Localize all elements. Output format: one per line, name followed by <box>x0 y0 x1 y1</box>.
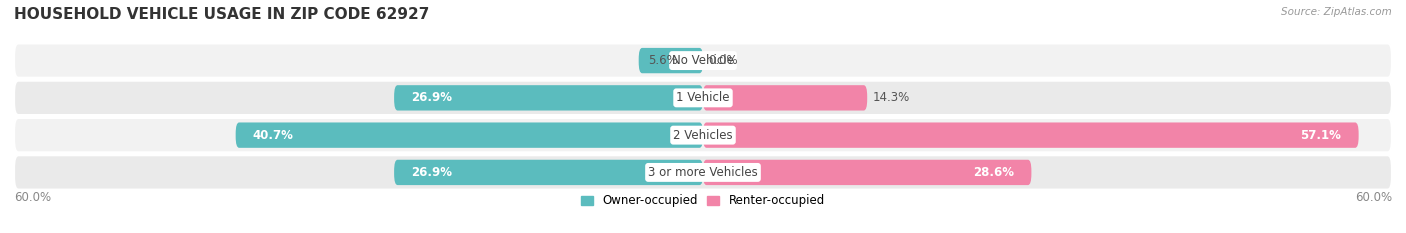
FancyBboxPatch shape <box>14 81 1392 115</box>
Text: 57.1%: 57.1% <box>1301 129 1341 142</box>
FancyBboxPatch shape <box>14 155 1392 190</box>
Text: 60.0%: 60.0% <box>1355 191 1392 204</box>
Text: 26.9%: 26.9% <box>412 166 453 179</box>
Text: No Vehicle: No Vehicle <box>672 54 734 67</box>
FancyBboxPatch shape <box>14 118 1392 152</box>
Text: 2 Vehicles: 2 Vehicles <box>673 129 733 142</box>
FancyBboxPatch shape <box>14 43 1392 78</box>
Text: 3 or more Vehicles: 3 or more Vehicles <box>648 166 758 179</box>
Text: 60.0%: 60.0% <box>14 191 51 204</box>
Text: 14.3%: 14.3% <box>873 91 910 104</box>
Legend: Owner-occupied, Renter-occupied: Owner-occupied, Renter-occupied <box>576 190 830 212</box>
Text: 26.9%: 26.9% <box>412 91 453 104</box>
FancyBboxPatch shape <box>394 160 703 185</box>
Text: 0.0%: 0.0% <box>709 54 738 67</box>
FancyBboxPatch shape <box>236 123 703 148</box>
Text: HOUSEHOLD VEHICLE USAGE IN ZIP CODE 62927: HOUSEHOLD VEHICLE USAGE IN ZIP CODE 6292… <box>14 7 429 22</box>
FancyBboxPatch shape <box>394 85 703 110</box>
FancyBboxPatch shape <box>703 123 1358 148</box>
FancyBboxPatch shape <box>703 85 868 110</box>
FancyBboxPatch shape <box>638 48 703 73</box>
Text: 40.7%: 40.7% <box>253 129 294 142</box>
FancyBboxPatch shape <box>703 160 1032 185</box>
Text: Source: ZipAtlas.com: Source: ZipAtlas.com <box>1281 7 1392 17</box>
Text: 1 Vehicle: 1 Vehicle <box>676 91 730 104</box>
Text: 28.6%: 28.6% <box>973 166 1014 179</box>
Text: 5.6%: 5.6% <box>648 54 678 67</box>
